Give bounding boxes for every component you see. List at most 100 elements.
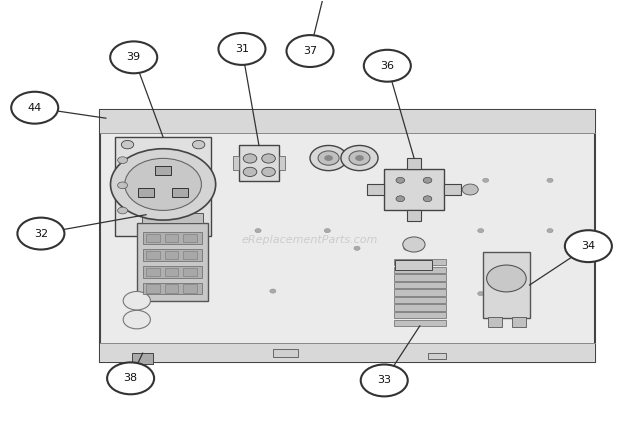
Bar	[138, 188, 154, 197]
Text: 31: 31	[235, 44, 249, 54]
Bar	[407, 157, 422, 169]
Circle shape	[318, 151, 339, 165]
Circle shape	[255, 229, 261, 233]
Circle shape	[404, 246, 410, 250]
Circle shape	[218, 33, 265, 65]
Bar	[279, 156, 285, 171]
Bar	[165, 284, 178, 293]
Bar	[142, 213, 203, 223]
Bar	[155, 166, 171, 175]
Circle shape	[396, 177, 405, 183]
Bar	[394, 282, 446, 288]
Bar	[115, 137, 211, 236]
Circle shape	[125, 158, 202, 210]
Bar	[143, 249, 202, 261]
Bar	[394, 267, 446, 273]
Circle shape	[110, 149, 216, 220]
Circle shape	[404, 178, 410, 182]
Bar	[273, 349, 298, 357]
Circle shape	[403, 237, 425, 252]
Text: eReplacementParts.com: eReplacementParts.com	[242, 235, 378, 245]
Bar	[146, 284, 160, 293]
Circle shape	[123, 291, 151, 310]
Bar	[146, 234, 160, 242]
Bar	[488, 317, 502, 327]
Bar	[100, 343, 595, 362]
Circle shape	[192, 141, 205, 149]
Circle shape	[262, 167, 275, 176]
Bar	[152, 235, 174, 244]
Circle shape	[243, 167, 257, 176]
Circle shape	[423, 196, 432, 202]
Circle shape	[487, 265, 526, 292]
Circle shape	[118, 207, 128, 214]
Bar	[172, 188, 188, 197]
Bar	[384, 169, 444, 210]
Bar	[232, 156, 239, 171]
Circle shape	[547, 229, 553, 233]
Circle shape	[404, 291, 410, 296]
Circle shape	[462, 184, 478, 195]
Circle shape	[565, 230, 612, 262]
Circle shape	[396, 196, 405, 202]
Bar	[394, 289, 446, 296]
Bar	[165, 234, 178, 242]
Text: 36: 36	[380, 61, 394, 71]
Circle shape	[354, 246, 360, 250]
Bar	[183, 251, 197, 259]
Bar	[394, 259, 446, 266]
Circle shape	[11, 92, 58, 124]
Bar	[483, 253, 529, 317]
Bar	[143, 232, 202, 244]
Circle shape	[477, 291, 484, 296]
Bar	[428, 353, 446, 360]
Bar	[394, 312, 446, 318]
Circle shape	[341, 146, 378, 171]
Bar	[100, 110, 595, 133]
Bar	[394, 297, 446, 303]
Bar	[367, 184, 384, 195]
Circle shape	[482, 178, 489, 182]
Bar	[444, 184, 461, 195]
Bar	[143, 266, 202, 277]
Circle shape	[477, 229, 484, 233]
Text: 39: 39	[126, 52, 141, 62]
Bar	[239, 146, 279, 181]
Bar	[165, 268, 178, 276]
Bar	[100, 110, 595, 362]
Bar	[137, 223, 208, 301]
Text: 38: 38	[123, 373, 138, 384]
Text: 37: 37	[303, 46, 317, 56]
Circle shape	[122, 141, 134, 149]
Bar	[394, 320, 446, 326]
Circle shape	[361, 365, 408, 397]
Text: 34: 34	[582, 241, 595, 251]
Bar	[183, 268, 197, 276]
Bar	[396, 261, 433, 270]
Bar	[146, 268, 160, 276]
Circle shape	[110, 41, 157, 73]
Circle shape	[270, 289, 276, 293]
Circle shape	[349, 151, 370, 165]
Bar	[165, 251, 178, 259]
Text: 32: 32	[34, 229, 48, 239]
Circle shape	[286, 35, 334, 67]
Bar	[183, 284, 197, 293]
Circle shape	[118, 182, 128, 189]
Text: 33: 33	[377, 376, 391, 386]
Circle shape	[17, 218, 64, 250]
Bar	[407, 210, 422, 221]
Bar	[146, 251, 160, 259]
Bar	[394, 304, 446, 311]
Bar	[394, 274, 446, 280]
Bar	[143, 282, 202, 294]
Circle shape	[310, 146, 347, 171]
Circle shape	[324, 229, 330, 233]
Circle shape	[324, 155, 333, 161]
Bar	[512, 317, 526, 327]
Circle shape	[547, 178, 553, 182]
Circle shape	[243, 154, 257, 163]
Circle shape	[107, 362, 154, 394]
Circle shape	[123, 310, 151, 329]
Circle shape	[262, 154, 275, 163]
